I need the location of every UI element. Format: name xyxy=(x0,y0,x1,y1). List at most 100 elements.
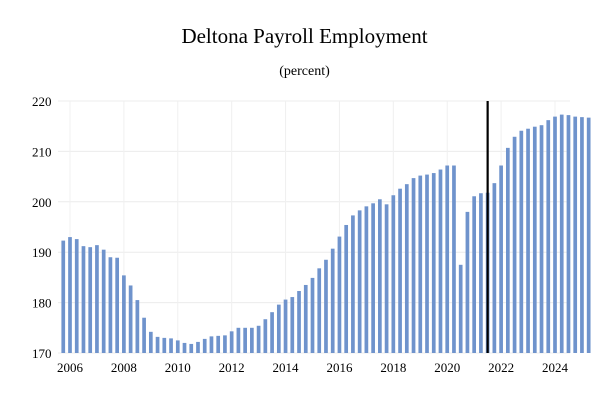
bar xyxy=(317,268,322,353)
bar xyxy=(391,195,396,353)
bar xyxy=(330,248,335,353)
bar xyxy=(546,120,551,354)
bar xyxy=(162,337,167,353)
bar xyxy=(580,117,584,353)
bar xyxy=(411,178,416,353)
bar xyxy=(492,183,497,353)
bar xyxy=(101,249,106,353)
bar xyxy=(236,327,241,353)
bar xyxy=(532,126,537,353)
x-tick-label: 2022 xyxy=(488,360,514,375)
bar xyxy=(243,327,247,353)
x-tick-label: 2014 xyxy=(273,360,300,375)
bar xyxy=(276,304,281,353)
bar xyxy=(458,264,463,353)
bar xyxy=(553,116,557,354)
bar xyxy=(297,291,301,353)
bar xyxy=(364,206,369,353)
bar xyxy=(479,193,483,353)
bar xyxy=(142,317,146,353)
bar xyxy=(384,204,389,353)
chart-subtitle: (percent) xyxy=(279,64,330,79)
bar xyxy=(357,210,362,353)
bar xyxy=(256,325,261,353)
bar xyxy=(175,340,180,353)
bar xyxy=(81,246,86,353)
bar xyxy=(324,259,328,353)
bar xyxy=(418,175,423,353)
bar xyxy=(88,247,93,353)
x-tick-label: 2012 xyxy=(219,360,245,375)
bar xyxy=(465,211,470,353)
y-tick-label: 220 xyxy=(32,94,52,109)
x-tick-label: 2010 xyxy=(165,360,191,375)
bar xyxy=(445,165,450,353)
bar xyxy=(270,312,274,353)
y-tick-label: 190 xyxy=(32,245,52,260)
bar xyxy=(404,184,409,353)
bar xyxy=(223,335,227,353)
x-axis: 2006 2008 2010 2012 2014 2016 2018 2020 2022 2024 xyxy=(57,360,569,375)
bar xyxy=(229,331,234,353)
bar xyxy=(128,285,133,353)
bar xyxy=(135,300,140,353)
bar xyxy=(95,245,99,353)
bar xyxy=(499,165,503,353)
bar xyxy=(505,147,510,353)
bar xyxy=(438,169,443,353)
chart-title: Deltona Payroll Employment xyxy=(181,24,428,48)
bar xyxy=(398,188,402,353)
y-tick-label: 210 xyxy=(32,144,52,159)
bar xyxy=(431,173,436,353)
bar xyxy=(108,257,113,353)
bar xyxy=(122,275,126,353)
bar xyxy=(371,203,375,353)
bar xyxy=(169,338,173,353)
bar xyxy=(155,336,160,353)
x-tick-label: 2008 xyxy=(111,360,137,375)
bar xyxy=(566,115,571,353)
bar xyxy=(344,224,349,353)
bar xyxy=(189,343,194,353)
bar xyxy=(61,240,66,353)
bar xyxy=(452,165,456,353)
y-tick-label: 200 xyxy=(32,195,52,210)
bar xyxy=(573,116,578,354)
x-tick-label: 2016 xyxy=(326,360,353,375)
bar xyxy=(303,284,308,353)
bar xyxy=(539,125,544,353)
bar xyxy=(209,336,214,353)
bar xyxy=(519,130,524,353)
bar xyxy=(74,239,79,353)
bar xyxy=(337,236,342,353)
bar xyxy=(290,297,295,353)
y-axis: 170 180 190 200 210 220 xyxy=(32,94,52,361)
y-tick-label: 170 xyxy=(32,346,52,361)
x-tick-label: 2018 xyxy=(380,360,406,375)
bar xyxy=(472,196,477,353)
bar xyxy=(283,299,288,353)
x-tick-label: 2020 xyxy=(434,360,460,375)
x-tick-label: 2006 xyxy=(57,360,84,375)
bar xyxy=(586,117,591,353)
bar xyxy=(263,319,268,353)
bar xyxy=(559,114,564,353)
y-tick-label: 180 xyxy=(32,296,52,311)
bar xyxy=(115,257,119,353)
bar xyxy=(526,128,530,353)
bar xyxy=(250,327,254,353)
bar xyxy=(512,136,517,353)
bar xyxy=(351,215,355,353)
bar xyxy=(425,174,429,353)
bar xyxy=(182,342,187,353)
bar xyxy=(196,341,200,353)
bar xyxy=(202,338,207,353)
bar xyxy=(310,277,315,353)
x-tick-label: 2024 xyxy=(542,360,569,375)
bar xyxy=(148,331,153,353)
bar-series xyxy=(61,114,591,354)
bar xyxy=(68,237,72,353)
bar xyxy=(216,335,221,353)
bar xyxy=(378,199,382,353)
